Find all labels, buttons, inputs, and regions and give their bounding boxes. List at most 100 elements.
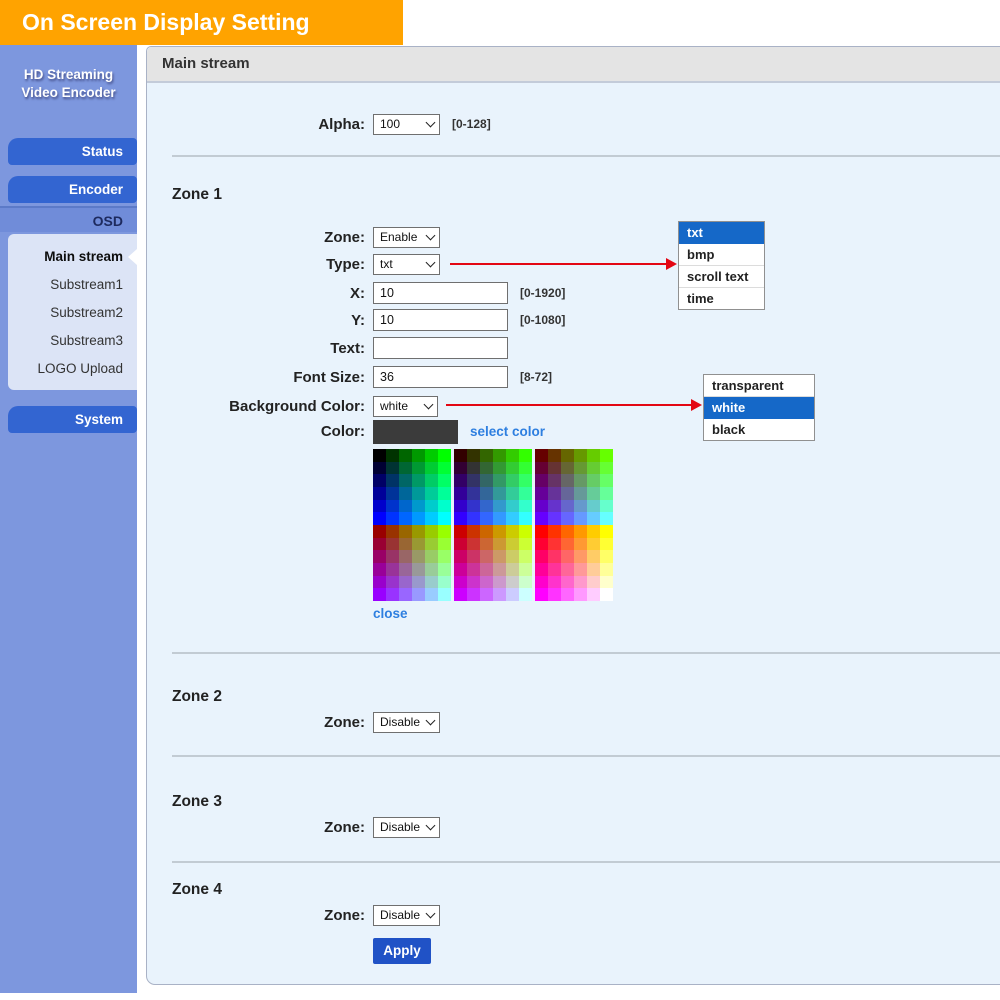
palette-color-cell[interactable] (535, 562, 548, 576)
palette-color-cell[interactable] (506, 562, 519, 576)
palette-color-cell[interactable] (373, 562, 386, 576)
palette-color-cell[interactable] (493, 550, 506, 563)
palette-color-cell[interactable] (519, 449, 532, 462)
palette-color-cell[interactable] (480, 512, 493, 525)
palette-color-cell[interactable] (587, 486, 600, 500)
palette-color-cell[interactable] (587, 512, 600, 525)
palette-color-cell[interactable] (386, 537, 399, 551)
palette-color-cell[interactable] (600, 512, 613, 525)
palette-color-cell[interactable] (425, 575, 438, 589)
palette-color-cell[interactable] (519, 524, 532, 538)
palette-color-cell[interactable] (425, 562, 438, 576)
palette-color-cell[interactable] (574, 512, 587, 525)
palette-color-cell[interactable] (535, 588, 548, 601)
palette-color-cell[interactable] (506, 512, 519, 525)
bg-option-white[interactable]: white (704, 397, 814, 419)
palette-color-cell[interactable] (425, 474, 438, 487)
palette-color-cell[interactable] (548, 486, 561, 500)
palette-color-cell[interactable] (373, 512, 386, 525)
palette-color-cell[interactable] (480, 537, 493, 551)
palette-color-cell[interactable] (493, 575, 506, 589)
palette-color-cell[interactable] (454, 461, 467, 475)
palette-color-cell[interactable] (386, 562, 399, 576)
palette-color-cell[interactable] (519, 499, 532, 513)
palette-color-cell[interactable] (425, 524, 438, 538)
palette-color-cell[interactable] (425, 499, 438, 513)
palette-color-cell[interactable] (425, 537, 438, 551)
palette-color-cell[interactable] (399, 562, 412, 576)
palette-color-cell[interactable] (399, 449, 412, 462)
palette-color-cell[interactable] (467, 588, 480, 601)
palette-color-cell[interactable] (561, 486, 574, 500)
palette-color-cell[interactable] (600, 550, 613, 563)
sidebar-item-system[interactable]: System (8, 406, 137, 433)
palette-color-cell[interactable] (506, 474, 519, 487)
zone4-zone-select[interactable]: Disable (373, 904, 440, 926)
palette-color-cell[interactable] (519, 461, 532, 475)
select-color-link[interactable]: select color (470, 424, 546, 439)
palette-color-cell[interactable] (467, 474, 480, 487)
palette-color-cell[interactable] (493, 474, 506, 487)
palette-color-cell[interactable] (574, 474, 587, 487)
palette-color-cell[interactable] (587, 550, 600, 563)
palette-color-cell[interactable] (454, 524, 467, 538)
palette-color-cell[interactable] (519, 537, 532, 551)
palette-color-cell[interactable] (467, 486, 480, 500)
palette-color-cell[interactable] (561, 575, 574, 589)
palette-color-cell[interactable] (600, 486, 613, 500)
palette-color-cell[interactable] (412, 562, 425, 576)
palette-color-cell[interactable] (535, 499, 548, 513)
palette-color-cell[interactable] (587, 575, 600, 589)
palette-color-cell[interactable] (425, 486, 438, 500)
palette-color-cell[interactable] (548, 524, 561, 538)
palette-color-cell[interactable] (412, 575, 425, 589)
palette-color-cell[interactable] (454, 449, 467, 462)
palette-color-cell[interactable] (548, 537, 561, 551)
palette-color-cell[interactable] (373, 588, 386, 601)
palette-color-cell[interactable] (480, 588, 493, 601)
palette-color-cell[interactable] (506, 486, 519, 500)
palette-color-cell[interactable] (574, 524, 587, 538)
palette-color-cell[interactable] (373, 575, 386, 589)
palette-color-cell[interactable] (425, 449, 438, 462)
palette-color-cell[interactable] (386, 512, 399, 525)
palette-color-cell[interactable] (506, 449, 519, 462)
palette-color-cell[interactable] (454, 575, 467, 589)
palette-color-cell[interactable] (467, 499, 480, 513)
palette-color-cell[interactable] (386, 499, 399, 513)
palette-color-cell[interactable] (535, 524, 548, 538)
palette-color-cell[interactable] (399, 588, 412, 601)
sidebar-item-substream1[interactable]: Substream1 (50, 277, 123, 292)
palette-color-cell[interactable] (373, 550, 386, 563)
palette-color-cell[interactable] (438, 461, 451, 475)
palette-color-cell[interactable] (454, 588, 467, 601)
sidebar-item-substream2[interactable]: Substream2 (50, 305, 123, 320)
palette-color-cell[interactable] (600, 461, 613, 475)
palette-color-cell[interactable] (425, 461, 438, 475)
palette-color-cell[interactable] (506, 499, 519, 513)
palette-color-cell[interactable] (438, 524, 451, 538)
palette-color-cell[interactable] (574, 588, 587, 601)
bg-option-transparent[interactable]: transparent (704, 375, 814, 397)
palette-color-cell[interactable] (425, 512, 438, 525)
palette-color-cell[interactable] (467, 562, 480, 576)
palette-color-cell[interactable] (412, 524, 425, 538)
palette-color-cell[interactable] (506, 461, 519, 475)
palette-color-cell[interactable] (454, 550, 467, 563)
palette-color-cell[interactable] (548, 550, 561, 563)
palette-color-cell[interactable] (561, 524, 574, 538)
palette-color-cell[interactable] (373, 486, 386, 500)
palette-color-cell[interactable] (373, 449, 386, 462)
type-option-bmp[interactable]: bmp (679, 244, 764, 266)
y-input[interactable] (373, 309, 508, 331)
palette-color-cell[interactable] (467, 575, 480, 589)
palette-color-cell[interactable] (493, 512, 506, 525)
palette-color-cell[interactable] (412, 588, 425, 601)
palette-color-cell[interactable] (574, 449, 587, 462)
palette-color-cell[interactable] (493, 461, 506, 475)
palette-color-cell[interactable] (438, 474, 451, 487)
palette-color-cell[interactable] (373, 461, 386, 475)
palette-color-cell[interactable] (399, 486, 412, 500)
palette-color-cell[interactable] (600, 474, 613, 487)
palette-color-cell[interactable] (548, 499, 561, 513)
